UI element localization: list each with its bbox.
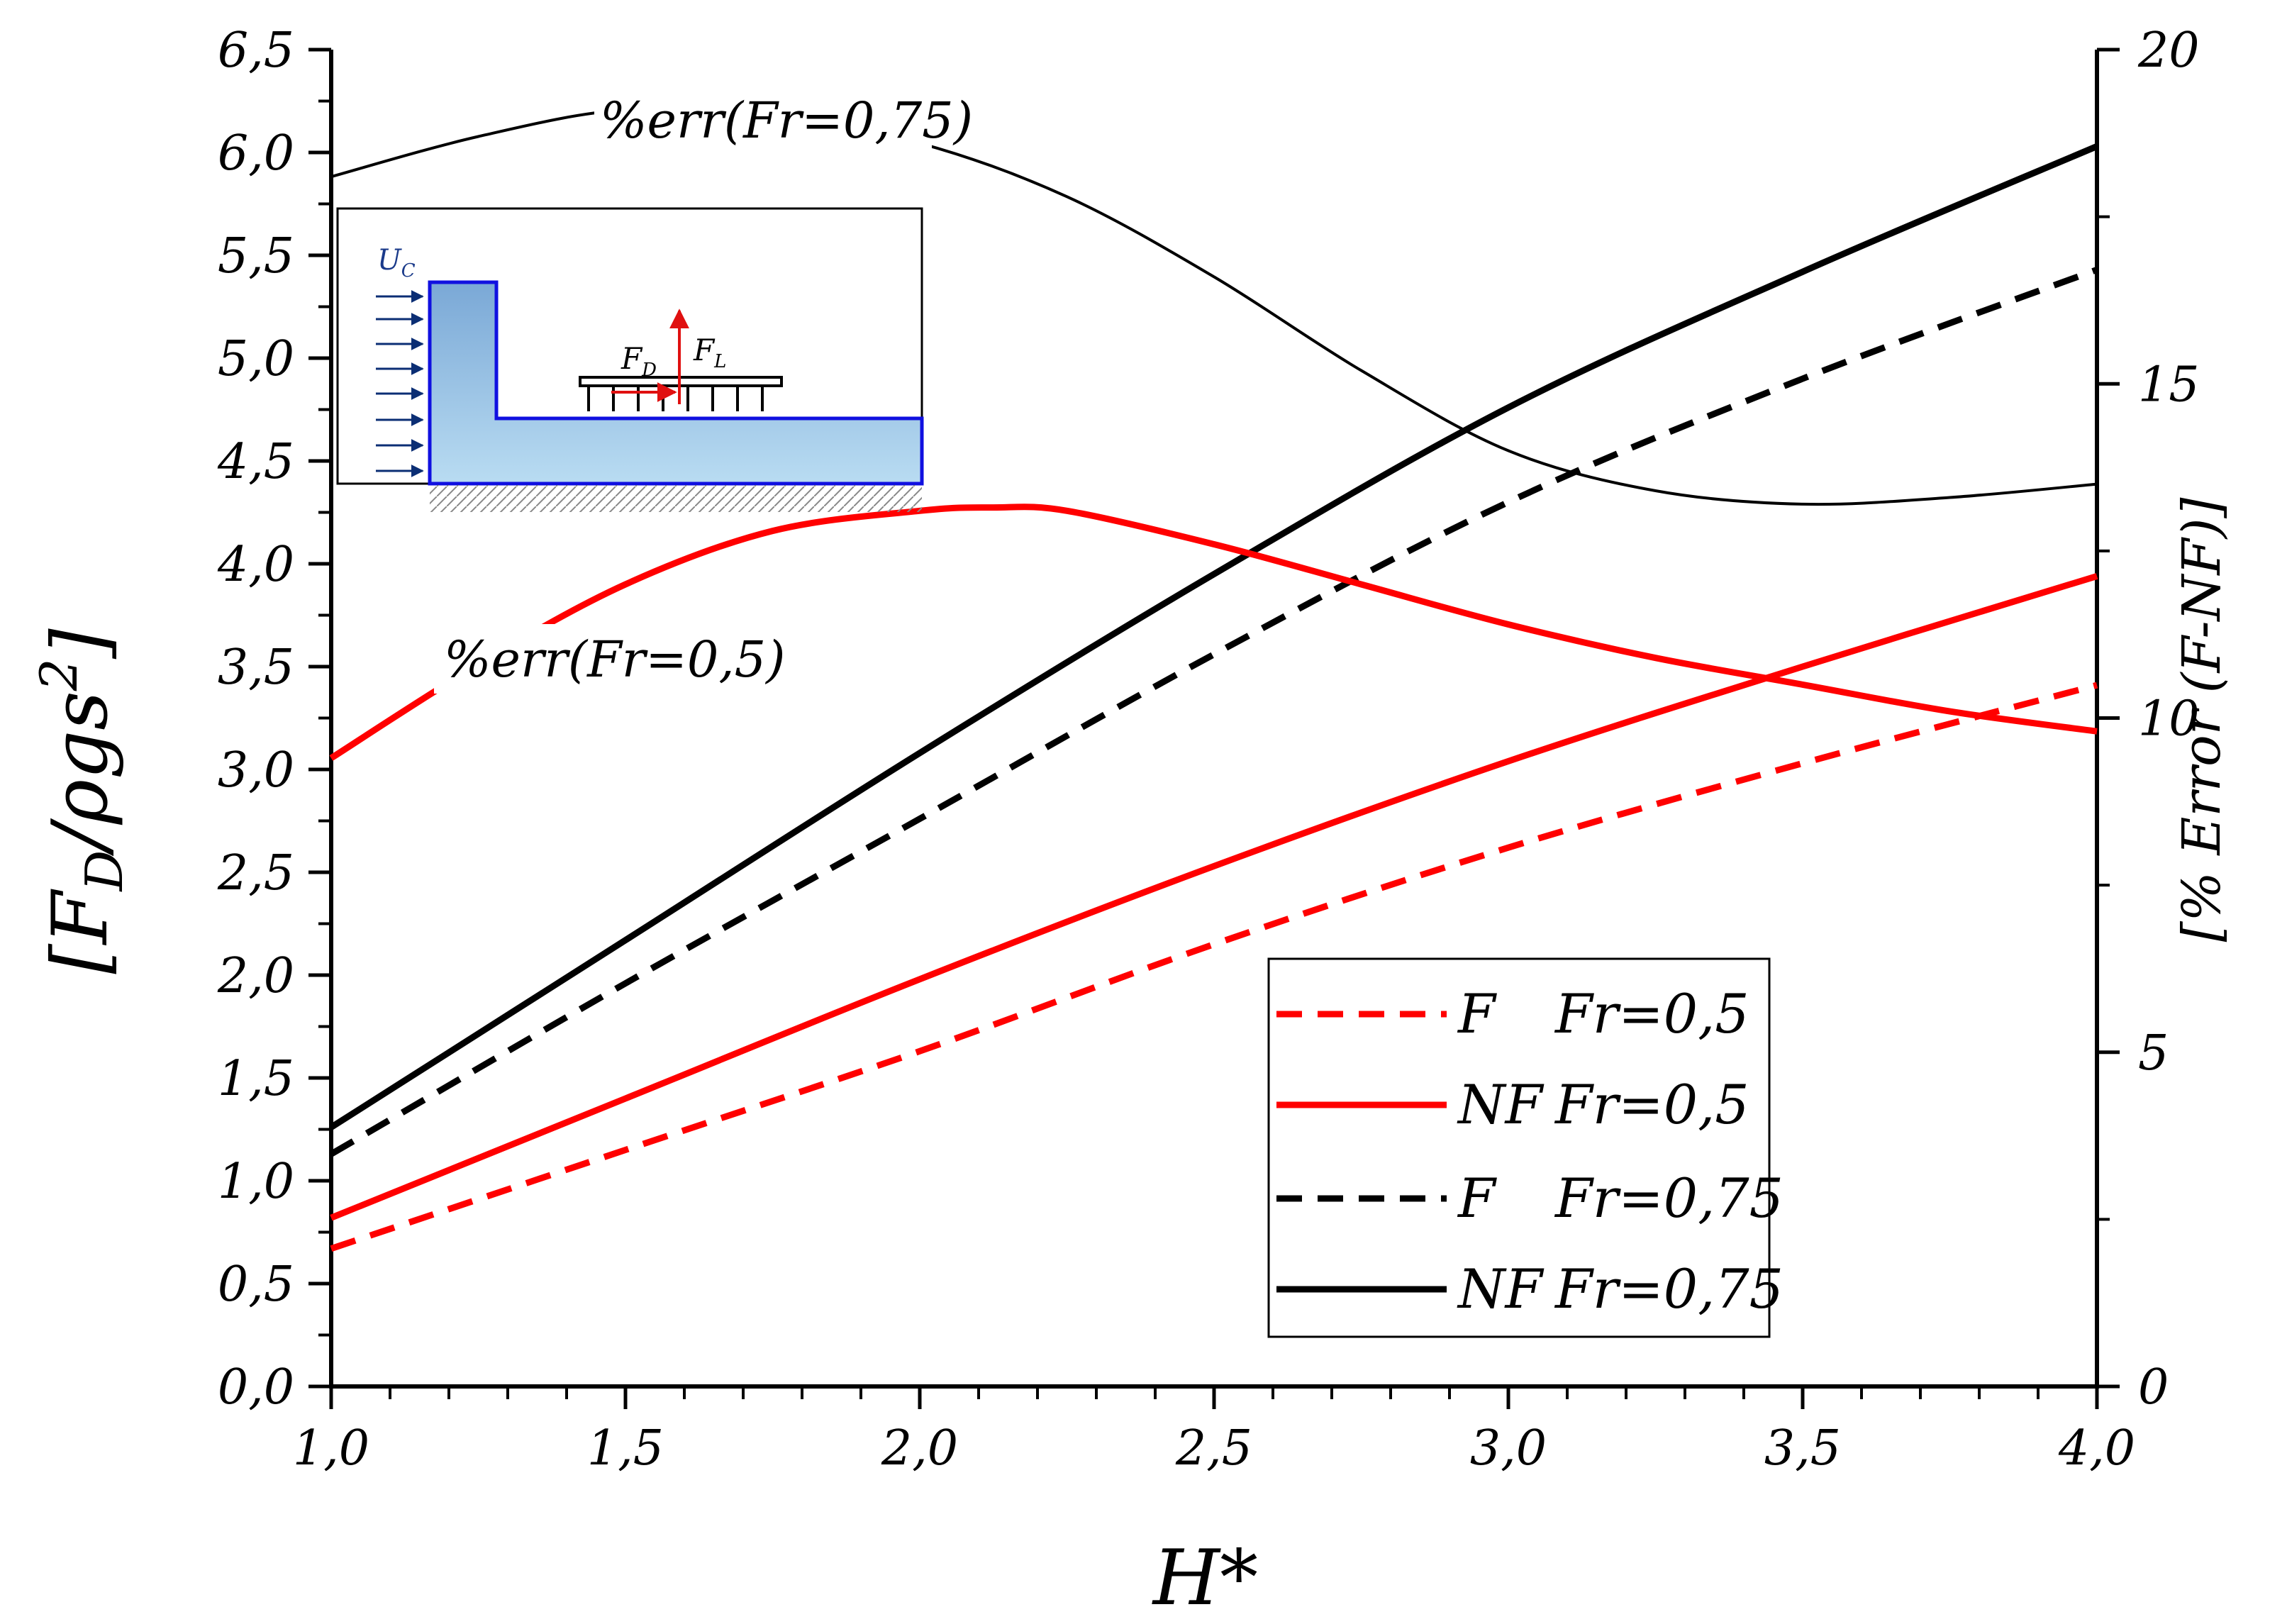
legend: F Fr=0,5 NF Fr=0,5 F Fr=0,75 NF Fr=0,75 <box>1267 957 1784 1338</box>
left-y-tick-label: 2,0 <box>217 948 294 1004</box>
inset-drag-label: FD <box>621 341 657 381</box>
svg-text:Fr=0,75: Fr=0,75 <box>1554 1167 1784 1230</box>
right-y-tick-label: 10 <box>2138 691 2200 747</box>
svg-text:NF: NF <box>1457 1073 1545 1136</box>
left-y-tick-label: 5,0 <box>218 331 294 387</box>
x-axis-title: H* <box>1152 1534 1258 1623</box>
left-y-tick-label: 5,5 <box>218 228 294 284</box>
legend-item-f-fr075: F Fr=0,75 <box>1276 1167 1784 1230</box>
left-y-tick-label: 3,0 <box>218 743 294 799</box>
left-y-axis-title: [FD/ρgs2] <box>29 628 134 974</box>
x-tick-label: 3,5 <box>1764 1420 1841 1476</box>
left-y-tick-label: 3,5 <box>218 640 294 696</box>
x-tick-label: 4,0 <box>2058 1420 2135 1476</box>
right-y-axis-title: [% Error (F-NF)] <box>2171 498 2232 942</box>
left-y-tick-label: 0,5 <box>218 1257 294 1313</box>
series-nf-fr05 <box>330 573 2098 1221</box>
svg-text:NF: NF <box>1457 1257 1545 1320</box>
right-y-tick-label: 0 <box>2138 1359 2169 1416</box>
x-tick-label: 2,0 <box>881 1420 958 1476</box>
series-err-fr05 <box>329 504 2098 761</box>
annotation-err-05: %err(Fr=0,5) <box>434 624 786 694</box>
x-tick-label: 2,5 <box>1175 1420 1252 1476</box>
left-y-axis-ticks: 0,0 0,5 1,0 1,5 2,0 2,5 3,0 3,5 4,0 4,5 5,0 5,5 6,0 6… <box>217 23 331 1416</box>
right-y-tick-label: 15 <box>2138 357 2200 413</box>
series-f-fr05 <box>330 682 2098 1252</box>
left-y-tick-label: 6,5 <box>218 23 294 79</box>
left-y-tick-label: 6,0 <box>218 126 294 182</box>
svg-text:Fr=0,75: Fr=0,75 <box>1554 1257 1784 1320</box>
x-tick-label: 3,0 <box>1470 1420 1547 1476</box>
inset-flow-arrows <box>376 290 424 477</box>
legend-item-nf-fr075: NF Fr=0,75 <box>1276 1257 1784 1320</box>
inset-water-surface <box>428 280 924 486</box>
inset-ground <box>430 485 922 512</box>
series-nf-fr075 <box>329 143 2098 1130</box>
left-y-tick-label: 1,5 <box>218 1051 294 1107</box>
svg-text:F: F <box>1457 1167 1497 1230</box>
right-y-tick-label: 20 <box>2137 23 2200 79</box>
x-axis-ticks: 1,0 1,5 2,0 2,5 3,0 3,5 4,0 <box>293 1386 2135 1476</box>
left-y-tick-label: 1,0 <box>218 1154 294 1210</box>
svg-text:%err(Fr=0,5): %err(Fr=0,5) <box>444 630 786 689</box>
left-y-tick-label: 4,5 <box>217 434 294 490</box>
x-tick-label: 1,0 <box>293 1420 369 1476</box>
left-y-tick-label: 2,5 <box>217 845 294 901</box>
inset-schematic: UC FD FL <box>336 207 924 512</box>
inset-lift-label: FL <box>693 333 726 372</box>
annotation-err-075: %err(Fr=0,75) <box>594 89 973 157</box>
right-y-axis-ticks: 0 5 10 15 20 <box>2097 23 2200 1416</box>
svg-text:Fr=0,5: Fr=0,5 <box>1554 982 1749 1045</box>
legend-item-nf-fr05: NF Fr=0,5 <box>1276 1073 1749 1136</box>
left-y-tick-label: 4,0 <box>217 537 294 593</box>
x-tick-label: 1,5 <box>587 1420 664 1476</box>
inset-water-body <box>430 282 922 484</box>
legend-item-f-fr05: F Fr=0,5 <box>1276 982 1749 1045</box>
legend-box <box>1267 957 1771 1338</box>
svg-text:F: F <box>1457 982 1497 1045</box>
left-y-tick-label: 0,0 <box>218 1359 294 1416</box>
series-f-fr075 <box>329 267 2098 1157</box>
inset-flow-label: UC <box>377 244 416 282</box>
right-y-tick-label: 5 <box>2138 1025 2169 1081</box>
svg-text:Fr=0,5: Fr=0,5 <box>1554 1073 1749 1136</box>
svg-text:%err(Fr=0,75): %err(Fr=0,75) <box>600 91 973 150</box>
